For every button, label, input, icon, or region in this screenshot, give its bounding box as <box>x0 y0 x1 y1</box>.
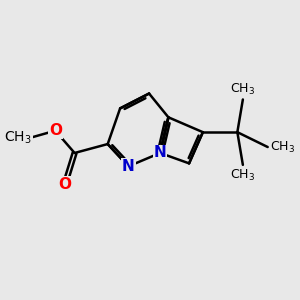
Text: N: N <box>154 146 166 160</box>
Text: CH$_3$: CH$_3$ <box>4 130 32 146</box>
Text: N: N <box>122 159 135 174</box>
Text: CH$_3$: CH$_3$ <box>271 140 296 154</box>
Text: O: O <box>58 177 71 192</box>
Text: O: O <box>49 123 62 138</box>
Text: CH$_3$: CH$_3$ <box>230 81 255 97</box>
Text: CH$_3$: CH$_3$ <box>230 168 255 183</box>
